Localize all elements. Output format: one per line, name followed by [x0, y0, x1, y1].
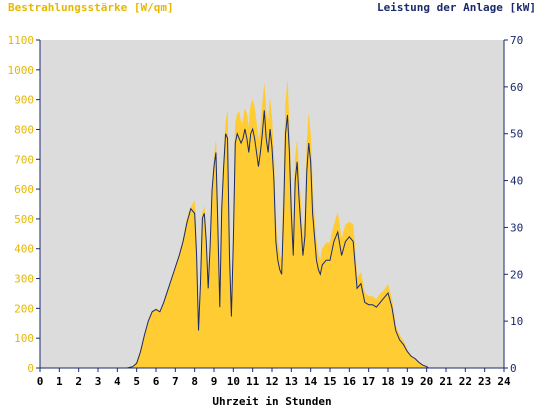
- x-tick-label: 22: [459, 375, 472, 388]
- left-tick-label: 0: [27, 362, 34, 375]
- left-axis-ticks: 0 100 200 300 400 500 600 700 800 900 1000 1100: [8, 34, 40, 375]
- x-tick-label: 13: [285, 375, 298, 388]
- power-line: [40, 110, 504, 369]
- x-tick-label: 8: [191, 375, 198, 388]
- left-tick-label: 400: [14, 243, 34, 256]
- x-tick-label: 18: [381, 375, 394, 388]
- left-tick-label: 600: [14, 183, 34, 196]
- x-axis-title: Uhrzeit in Stunden: [212, 395, 331, 408]
- left-tick-label: 900: [14, 94, 34, 107]
- right-tick-label: 40: [510, 175, 523, 188]
- left-tick-label: 500: [14, 213, 34, 226]
- left-tick-label: 700: [14, 153, 34, 166]
- right-tick-label: 0: [510, 362, 517, 375]
- x-tick-label: 3: [95, 375, 102, 388]
- left-tick-label: 300: [14, 273, 34, 286]
- x-tick-label: 19: [401, 375, 414, 388]
- right-tick-label: 60: [510, 81, 523, 94]
- left-tick-label: 200: [14, 302, 34, 315]
- right-tick-label: 10: [510, 315, 523, 328]
- right-tick-label: 30: [510, 221, 523, 234]
- x-tick-label: 11: [246, 375, 260, 388]
- x-axis-ticks: 0 1 2 3 4 5 6 7 8 9 10 11 12 13 14 15 16 17 18 19 20 21 22 23 24: [37, 368, 511, 388]
- right-axis-ticks: 0 10 20 30 40 50 60 70: [504, 34, 523, 375]
- x-tick-label: 16: [343, 375, 357, 388]
- x-tick-label: 10: [227, 375, 240, 388]
- left-tick-label: 1000: [8, 64, 35, 77]
- x-tick-label: 24: [497, 375, 511, 388]
- right-tick-label: 50: [510, 128, 523, 141]
- x-tick-label: 4: [114, 375, 121, 388]
- x-tick-label: 9: [211, 375, 218, 388]
- x-tick-label: 21: [439, 375, 453, 388]
- x-tick-label: 0: [37, 375, 44, 388]
- x-tick-label: 23: [478, 375, 491, 388]
- x-tick-label: 2: [75, 375, 82, 388]
- x-tick-label: 14: [304, 375, 318, 388]
- right-tick-label: 70: [510, 34, 523, 47]
- left-tick-label: 100: [14, 332, 34, 345]
- x-tick-label: 7: [172, 375, 179, 388]
- x-tick-label: 17: [362, 375, 375, 388]
- left-tick-label: 800: [14, 123, 34, 136]
- left-tick-label: 1100: [8, 34, 35, 47]
- x-tick-label: 15: [323, 375, 336, 388]
- right-tick-label: 20: [510, 268, 523, 281]
- left-axis-title: Bestrahlungsstärke [W/qm]: [8, 1, 174, 14]
- x-tick-label: 20: [420, 375, 433, 388]
- x-tick-label: 5: [133, 375, 140, 388]
- x-tick-label: 12: [265, 375, 278, 388]
- x-tick-label: 6: [153, 375, 160, 388]
- x-tick-label: 1: [56, 375, 63, 388]
- right-axis-title: Leistung der Anlage [kW]: [377, 1, 536, 14]
